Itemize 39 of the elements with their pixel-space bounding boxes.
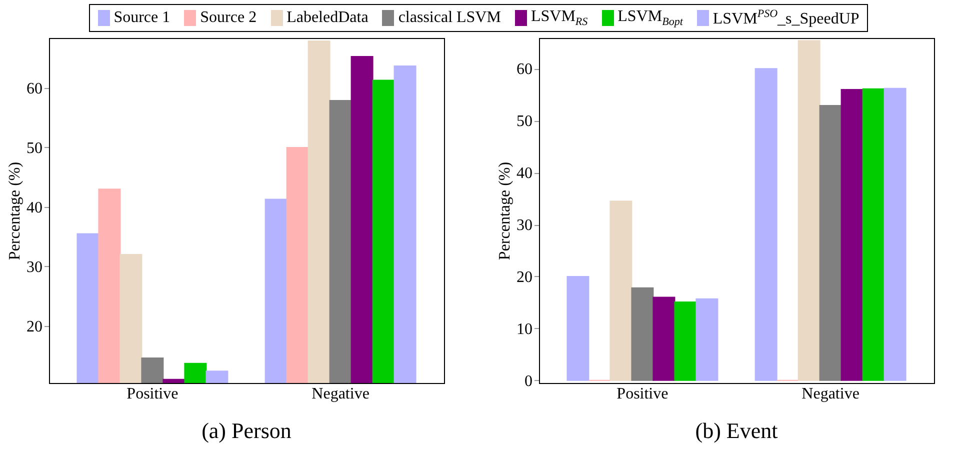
y-tick-label: 40: [26, 199, 42, 216]
bar: [840, 88, 864, 381]
bar: [696, 298, 718, 381]
text: (b) Event: [695, 418, 778, 443]
x-tick-label: Negative: [312, 386, 370, 402]
y-tick-label: 20: [26, 318, 42, 336]
x-tick-label: Positive: [126, 386, 178, 402]
bar: [862, 88, 885, 381]
legend-label: LSVM$_{RS}$: [530, 8, 588, 28]
y-tick-label: 60: [26, 80, 42, 98]
y-tick-label: 10: [516, 320, 532, 338]
legend-label: classical LSVM: [398, 9, 501, 27]
bar: [652, 296, 676, 381]
legend-label: Source 1: [114, 9, 170, 27]
y-tick-label: 0: [524, 372, 532, 390]
x-tick-label: Negative: [802, 386, 860, 402]
y-tick-label: 30: [516, 217, 532, 234]
bar: [674, 301, 697, 381]
y-tick-label: 30: [26, 258, 42, 276]
x-tick-label: Positive: [616, 386, 668, 402]
y-tick-label: 60: [516, 61, 532, 78]
bar: [631, 287, 654, 381]
legend-label: LSVM$_{Bopt}$: [618, 8, 683, 28]
bar: [884, 88, 906, 381]
y-tick-label: 40: [516, 165, 532, 182]
y-axis-title: Percentage (%): [6, 162, 24, 260]
y-axis-title: Percentage (%): [496, 162, 514, 260]
bar: [610, 200, 632, 381]
y-tick-label: 50: [26, 140, 42, 157]
bar: [754, 68, 778, 381]
text: (a) Person: [202, 418, 292, 443]
legend-label: LabeledData: [286, 9, 368, 27]
y-tick-label: 20: [516, 268, 532, 286]
legend-label: Source 2: [200, 9, 257, 27]
legend-label: LSVM$^{PSO}$_s_SpeedUP: [712, 8, 860, 28]
bar: [819, 105, 842, 381]
bar: [798, 40, 820, 381]
y-tick-label: 50: [516, 113, 532, 130]
bar: [566, 276, 590, 381]
